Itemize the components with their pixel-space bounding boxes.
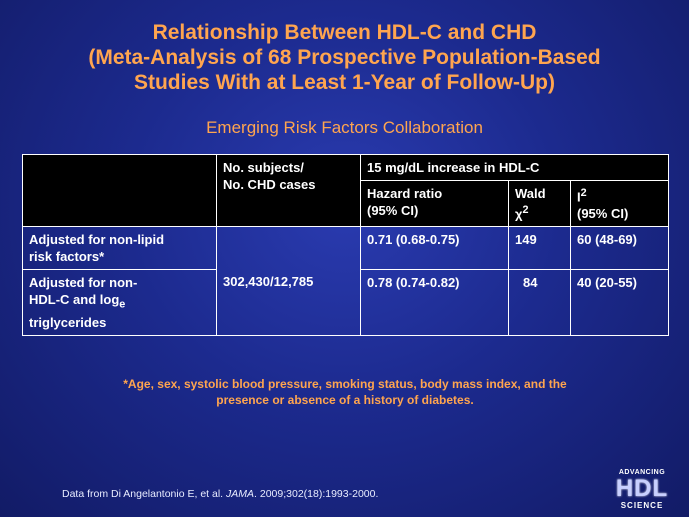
hazard-ratio-value: 0.71 (0.68-0.75) xyxy=(360,226,509,271)
header-group: 15 mg/dL increase in HDL-C xyxy=(359,154,670,181)
source-prefix: Data from Di Angelantonio E, et al. xyxy=(62,488,227,500)
slide-title: Relationship Between HDL-C and CHD (Meta… xyxy=(0,20,689,95)
wald-value: 149 xyxy=(508,226,571,271)
subjects-value: 302,430/12,785 xyxy=(216,226,361,336)
i2-value: 60 (48-69) xyxy=(569,226,670,271)
row-label-sub: e xyxy=(119,298,126,311)
footnote-line2: presence or absence of a history of diab… xyxy=(216,393,474,407)
results-table: No. subjects/ No. CHD cases 15 mg/dL inc… xyxy=(22,153,670,336)
row-label-line1: Adjusted for non- xyxy=(29,275,138,291)
logo-line1: ADVANCING xyxy=(618,469,666,476)
header-i2: I2 (95% CI) xyxy=(569,179,670,228)
header-i2-main: I xyxy=(577,189,581,205)
header-hr-line1: Hazard ratio xyxy=(367,186,443,201)
row-label: Adjusted for non- HDL-C and loge triglyc… xyxy=(22,269,217,336)
header-wald-chi: χ xyxy=(515,206,523,222)
header-i2-line1: I2 xyxy=(577,185,662,205)
header-row-2: Hazard ratio (95% CI) Wald χ2 I2 (95% CI… xyxy=(23,179,670,228)
title-line-2: (Meta-Analysis of 68 Prospective Populat… xyxy=(88,46,601,69)
header-wald-line1: Wald xyxy=(515,186,546,201)
row-label-log: HDL-C and log xyxy=(29,292,120,308)
logo-line2: HDL xyxy=(615,475,669,502)
header-i2-sup: 2 xyxy=(580,187,587,199)
row-label-line3: triglycerides xyxy=(29,314,107,330)
table-row: Adjusted for non-lipid risk factors* 302… xyxy=(22,226,670,336)
header-row-1: No. subjects/ No. CHD cases 15 mg/dL inc… xyxy=(22,153,670,228)
header-subjects: No. subjects/ No. CHD cases xyxy=(216,153,361,228)
row-label-line1: Adjusted for non-lipid xyxy=(29,232,165,248)
title-line-3: Studies With at Least 1-Year of Follow-U… xyxy=(133,71,555,94)
logo-line3: SCIENCE xyxy=(620,501,664,510)
header-i2-line2: (95% CI) xyxy=(577,206,629,222)
table-row: Adjusted for non- HDL-C and loge triglyc… xyxy=(22,269,670,336)
row-label-line2: risk factors* xyxy=(29,249,105,265)
source-journal: JAMA xyxy=(226,488,255,500)
header-subjects-line2: No. CHD cases xyxy=(223,177,316,192)
i2-value: 40 (20-55) xyxy=(569,269,670,336)
hazard-ratio-value: 0.78 (0.74-0.82) xyxy=(360,269,509,336)
slide-subtitle: Emerging Risk Factors Collaboration xyxy=(206,118,483,137)
row-label-line2: HDL-C and loge xyxy=(29,291,210,314)
wald-value: 84 xyxy=(508,269,571,336)
header-hr-line2: (95% CI) xyxy=(367,203,419,218)
footnote-line1: *Age, sex, systolic blood pressure, smok… xyxy=(123,377,567,391)
header-hazard-ratio: Hazard ratio (95% CI) xyxy=(360,179,509,228)
source-citation: Data from Di Angelantonio E, et al. JAMA… xyxy=(62,488,378,500)
footnote: *Age, sex, systolic blood pressure, smok… xyxy=(40,376,650,408)
header-subjects-line1: No. subjects/ xyxy=(223,160,304,175)
title-line-1: Relationship Between HDL-C and CHD xyxy=(152,21,537,44)
header-wald-line2: χ2 xyxy=(515,202,564,222)
header-wald-sup: 2 xyxy=(522,204,529,216)
row-label: Adjusted for non-lipid risk factors* xyxy=(22,226,217,271)
advancing-hdl-logo: ADVANCING HDL SCIENCE xyxy=(606,468,678,512)
header-blank-cell xyxy=(22,153,217,228)
header-wald: Wald χ2 xyxy=(508,179,571,228)
source-suffix: . 2009;302(18):1993-2000. xyxy=(254,488,379,500)
